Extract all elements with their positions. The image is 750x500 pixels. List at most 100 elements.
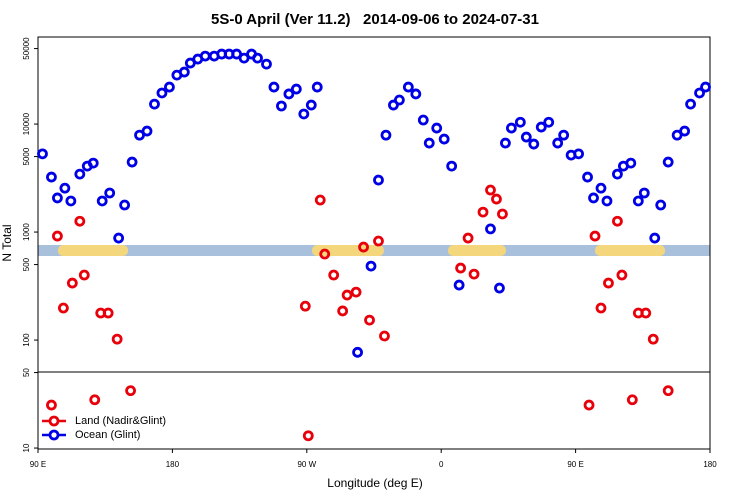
y-tick-label: 500: [22, 257, 31, 271]
point: [337, 305, 349, 317]
land-patch: [448, 245, 506, 256]
point: [379, 330, 390, 342]
point: [505, 122, 517, 134]
point: [638, 187, 650, 199]
point: [314, 194, 326, 206]
x-tick-label: 90 E: [567, 460, 583, 469]
land-patch: [58, 245, 128, 256]
point: [662, 385, 674, 397]
point: [125, 385, 136, 397]
point: [111, 333, 123, 345]
point: [446, 160, 458, 172]
point: [302, 430, 314, 442]
y-tick-label: 50000: [22, 37, 31, 60]
y-tick-label: 50: [22, 368, 31, 377]
y-tick-label: 100: [22, 333, 31, 347]
point: [453, 279, 465, 291]
point: [365, 260, 377, 272]
point: [417, 114, 429, 126]
point: [311, 81, 323, 93]
point: [373, 235, 384, 247]
point: [535, 121, 547, 133]
point: [694, 87, 705, 99]
point: [126, 156, 138, 168]
point: [276, 100, 287, 112]
y-tick-label: 10000: [22, 112, 31, 135]
point: [491, 193, 502, 205]
y-tick-label: 1000: [22, 223, 31, 241]
point: [283, 88, 295, 100]
point: [352, 346, 363, 358]
point: [141, 125, 153, 137]
legend-marker: [48, 415, 60, 427]
point: [612, 215, 623, 227]
point: [66, 277, 78, 289]
y-tick-label: 5000: [22, 147, 31, 165]
map-band: [38, 245, 710, 256]
point: [350, 286, 362, 298]
point: [497, 208, 508, 220]
point: [164, 81, 175, 93]
point: [601, 195, 613, 207]
point: [612, 168, 623, 180]
point: [595, 182, 607, 194]
point: [358, 241, 369, 253]
point: [552, 137, 564, 149]
point: [402, 81, 414, 93]
point: [423, 137, 435, 149]
point: [102, 307, 114, 319]
x-axis-label: Longitude (deg E): [327, 476, 422, 490]
y-axis-label: N Total: [0, 224, 14, 261]
point: [373, 174, 384, 186]
point: [74, 168, 86, 180]
point: [87, 157, 99, 169]
point: [96, 195, 108, 207]
point: [290, 83, 302, 95]
chart-title: 5S-0 April (Ver 11.2) 2014-09-06 to 2024…: [211, 11, 539, 28]
legend-label: Ocean (Glint): [75, 429, 140, 441]
point: [655, 199, 667, 211]
point: [410, 88, 422, 100]
point: [485, 223, 496, 235]
point: [52, 192, 63, 204]
point: [305, 99, 317, 111]
series-0: [46, 184, 674, 442]
point: [341, 289, 353, 301]
point: [500, 137, 511, 149]
point: [583, 399, 595, 411]
point: [46, 399, 57, 411]
point: [595, 302, 607, 314]
point: [438, 133, 450, 145]
land-patch: [595, 245, 665, 256]
x-tick-label: 90 W: [297, 460, 316, 469]
point: [298, 108, 310, 120]
point: [380, 129, 392, 141]
point: [662, 156, 674, 168]
point: [588, 192, 599, 204]
point: [520, 131, 532, 143]
point: [59, 182, 71, 194]
point: [149, 98, 160, 110]
point: [528, 138, 540, 150]
point: [632, 195, 644, 207]
x-tick-label: 0: [439, 460, 444, 469]
point: [431, 122, 443, 134]
point: [625, 157, 637, 169]
point: [57, 302, 69, 314]
point: [319, 248, 331, 260]
point: [261, 58, 272, 70]
point: [468, 268, 480, 280]
point: [393, 94, 405, 106]
point: [558, 129, 570, 141]
point: [199, 50, 211, 62]
x-tick-label: 180: [166, 460, 180, 469]
x-tick-label: 180: [703, 460, 717, 469]
point: [113, 232, 125, 244]
point: [299, 300, 311, 312]
point: [700, 81, 711, 93]
point: [252, 52, 263, 64]
point: [268, 81, 280, 93]
point: [388, 99, 399, 111]
point: [477, 206, 489, 218]
point: [455, 262, 467, 274]
